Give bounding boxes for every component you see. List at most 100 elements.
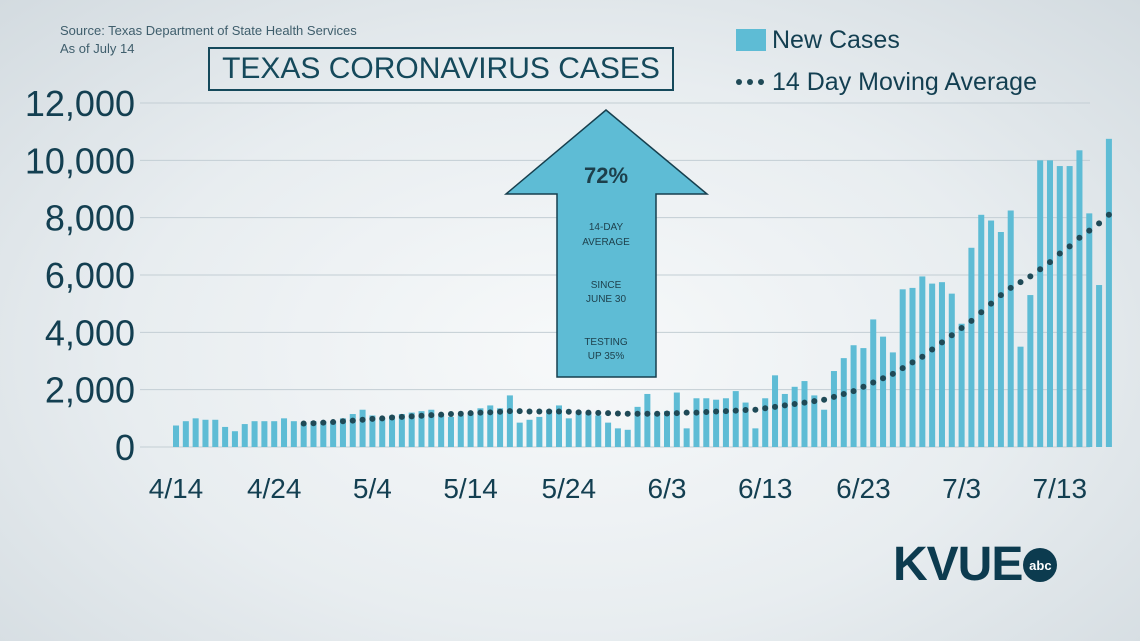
bar [732, 391, 739, 447]
average-point [516, 408, 523, 415]
arrow-text-line: JUNE 30 [586, 294, 626, 305]
average-point [300, 420, 307, 427]
bar [1096, 285, 1103, 447]
average-point [310, 420, 317, 427]
x-tick-label: 4/14 [149, 473, 204, 504]
y-tick-label: 0 [115, 427, 135, 468]
bar [889, 352, 896, 447]
bar [762, 398, 769, 447]
bar [536, 416, 543, 447]
arrow-text-line: SINCE [591, 280, 622, 291]
bar [428, 409, 435, 447]
average-point [398, 413, 405, 420]
average-point [536, 408, 543, 415]
bar [791, 386, 798, 447]
average-point [988, 300, 995, 307]
bar [929, 283, 936, 447]
average-point [477, 409, 484, 416]
bar [644, 393, 651, 447]
average-point [752, 406, 759, 413]
bar [713, 399, 720, 447]
average-point [860, 383, 867, 390]
x-tick-label: 7/3 [942, 473, 981, 504]
bar [654, 412, 661, 447]
bar [398, 414, 405, 447]
average-point [850, 388, 857, 395]
average-point [497, 408, 504, 415]
average-point [595, 409, 602, 416]
bar [389, 415, 396, 447]
bar [241, 424, 248, 447]
legend-label-new-cases: New Cases [772, 25, 900, 54]
bar [447, 416, 454, 447]
bar [1007, 210, 1014, 447]
average-point [359, 416, 366, 423]
bar [418, 411, 425, 447]
average-point [919, 353, 926, 360]
bar [261, 421, 268, 447]
arrow-text-line: TESTING [584, 337, 628, 348]
average-point [929, 346, 936, 353]
bar [497, 408, 504, 447]
y-tick-label: 4,000 [45, 312, 135, 353]
bar [830, 371, 837, 447]
bar [811, 395, 818, 447]
bar [664, 411, 671, 447]
average-point [811, 398, 818, 405]
bar [938, 282, 945, 447]
average-point [1105, 211, 1112, 218]
average-point [722, 408, 729, 415]
bar [173, 425, 180, 447]
legend-item-moving-average: 14 Day Moving Average [736, 64, 1037, 100]
average-point [339, 418, 346, 425]
bar [330, 421, 337, 447]
average-point [457, 410, 464, 417]
bar [192, 418, 199, 447]
logo-text: KVUE [893, 538, 1023, 591]
y-tick-label: 8,000 [45, 198, 135, 239]
average-point [565, 408, 572, 415]
average-point [899, 365, 906, 372]
average-point [369, 415, 376, 422]
legend-label-moving-average: 14 Day Moving Average [772, 67, 1037, 96]
average-point [909, 359, 916, 366]
average-point [713, 408, 720, 415]
bar [300, 424, 307, 447]
bar [438, 415, 445, 447]
bar [909, 287, 916, 447]
average-point [791, 401, 798, 407]
average-point [330, 419, 337, 426]
average-point [428, 412, 435, 419]
y-tick-label: 10,000 [25, 140, 135, 181]
average-point [438, 411, 445, 418]
bar [310, 421, 317, 447]
bar [860, 348, 867, 447]
x-tick-label: 4/24 [247, 473, 302, 504]
bar [919, 276, 926, 447]
bar [840, 358, 847, 447]
average-point [821, 396, 828, 403]
bar [487, 405, 494, 447]
bar [349, 414, 356, 447]
abc-badge: abc [1023, 548, 1058, 582]
bar [339, 418, 346, 447]
bar [1017, 346, 1024, 447]
average-point [880, 375, 887, 382]
as-of-line: As of July 14 [60, 41, 135, 56]
arrow-text-line: AVERAGE [582, 237, 630, 248]
x-tick-label: 6/13 [738, 473, 793, 504]
y-tick-label: 12,000 [25, 83, 135, 124]
average-point [605, 410, 612, 417]
average-point [447, 411, 454, 418]
average-point [654, 410, 661, 417]
average-point [1017, 279, 1024, 286]
average-point [958, 325, 965, 332]
average-point [1046, 259, 1053, 266]
average-point [693, 409, 700, 416]
average-point [968, 317, 975, 324]
station-logo: KVUE abc [893, 538, 1058, 591]
average-point [506, 408, 513, 415]
bar [546, 409, 553, 447]
bar [1027, 295, 1034, 447]
